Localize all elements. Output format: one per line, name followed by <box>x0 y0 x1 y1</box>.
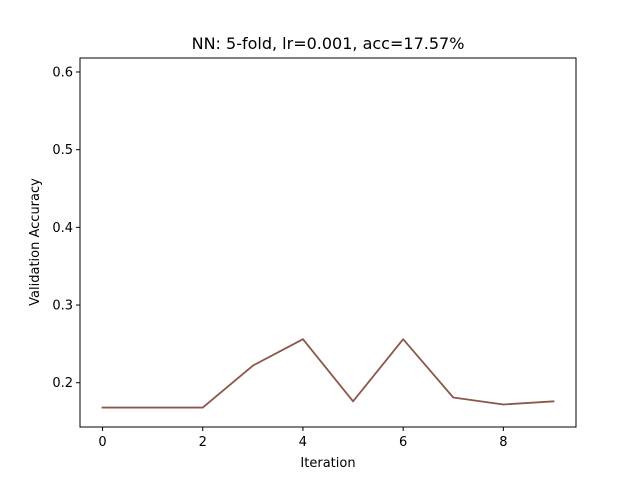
chart-title: NN: 5-fold, lr=0.001, acc=17.57% <box>192 34 465 53</box>
x-tick-label: 8 <box>499 435 507 450</box>
plot-area-frame <box>79 57 577 428</box>
x-axis-label: Iteration <box>300 456 355 471</box>
x-tick-label: 0 <box>98 435 106 450</box>
y-tick-label: 0.5 <box>52 143 73 158</box>
x-tick-label: 4 <box>299 435 307 450</box>
series-line <box>101 338 555 409</box>
series-layer <box>101 338 555 409</box>
y-tick-label: 0.6 <box>52 65 73 80</box>
y-tick-label: 0.2 <box>52 376 73 391</box>
y-axis-label: Validation Accuracy <box>28 178 43 306</box>
y-axis: 0.2 0.3 0.4 0.5 0.6 <box>52 65 80 391</box>
y-tick-label: 0.4 <box>52 221 73 236</box>
x-axis: 0 2 4 6 8 <box>98 427 507 450</box>
y-tick-label: 0.3 <box>52 299 73 314</box>
x-tick-label: 2 <box>199 435 207 450</box>
x-tick-label: 6 <box>399 435 407 450</box>
